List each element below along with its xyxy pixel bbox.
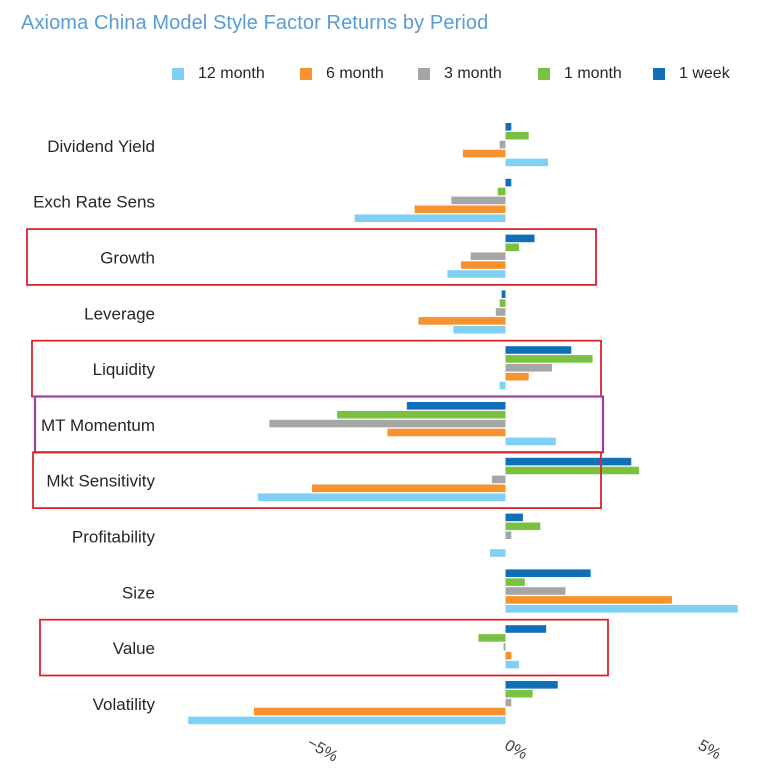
bar-profitability-12-month — [490, 549, 506, 557]
bar-leverage-1-week — [501, 290, 506, 298]
bar-mkt-sensitivity-1-week — [505, 457, 632, 466]
legend-label: 6 month — [326, 65, 384, 82]
bar-volatility-6-month — [253, 707, 506, 716]
bar-value-6-month — [505, 651, 512, 660]
category-label-profitability: Profitability — [72, 528, 156, 547]
legend-swatch — [300, 68, 312, 80]
bar-growth-3-month — [470, 252, 506, 260]
bar-dividend-yield-1-week — [505, 123, 512, 131]
legend-swatch — [653, 68, 665, 80]
x-tick-label: −5% — [304, 735, 341, 766]
x-tick-label: 5% — [695, 737, 724, 763]
highlight-box-mkt-sensitivity — [32, 451, 602, 509]
category-label-exch-rate-sens: Exch Rate Sens — [33, 193, 155, 212]
legend-label: 1 week — [679, 65, 730, 82]
bar-size-3-month — [505, 587, 566, 595]
bar-size-6-month — [505, 596, 672, 604]
bar-growth-1-month — [505, 243, 520, 252]
bar-mt-momentum-3-month — [269, 419, 506, 428]
highlight-box-growth — [26, 228, 597, 286]
chart-legend: 12 month 6 month 3 month 1 month 1 week — [0, 62, 783, 86]
bar-liquidity-1-month — [505, 355, 593, 363]
legend-item-12-month: 12 month — [172, 62, 265, 86]
chart-title: Axioma China Model Style Factor Returns … — [21, 12, 489, 34]
bar-value-12-month — [505, 660, 520, 669]
bar-exch-rate-sens-1-month — [497, 187, 506, 196]
bar-growth-6-month — [460, 261, 506, 269]
category-label-mkt-sensitivity: Mkt Sensitivity — [46, 472, 155, 491]
bar-value-1-week — [505, 625, 547, 633]
legend-swatch — [418, 68, 430, 80]
bar-liquidity-3-month — [505, 364, 552, 372]
bar-exch-rate-sens-1-week — [505, 178, 512, 187]
bar-liquidity-12-month — [499, 381, 506, 390]
legend-label: 12 month — [198, 65, 265, 82]
bar-dividend-yield-3-month — [499, 140, 506, 149]
category-label-dividend-yield: Dividend Yield — [47, 137, 155, 156]
bar-leverage-6-month — [418, 317, 506, 325]
bar-mkt-sensitivity-3-month — [491, 475, 506, 484]
bar-mt-momentum-12-month — [505, 437, 556, 446]
legend-item-6-month: 6 month — [300, 62, 384, 86]
category-label-growth: Growth — [100, 249, 155, 268]
bar-volatility-1-week — [505, 681, 558, 689]
category-label-leverage: Leverage — [84, 304, 155, 323]
bar-volatility-1-month — [505, 689, 533, 698]
legend-item-3-month: 3 month — [418, 62, 502, 86]
legend-swatch — [538, 68, 550, 80]
bar-mt-momentum-1-week — [406, 402, 506, 410]
bar-volatility-12-month — [188, 716, 506, 725]
x-tick-label: 0% — [501, 737, 530, 763]
bar-mkt-sensitivity-12-month — [257, 493, 506, 501]
bar-mt-momentum-6-month — [387, 428, 506, 437]
bar-leverage-3-month — [495, 308, 506, 316]
category-label-liquidity: Liquidity — [93, 360, 156, 379]
bar-profitability-3-month — [505, 531, 512, 539]
bar-size-1-month — [505, 578, 525, 586]
bar-exch-rate-sens-3-month — [451, 196, 506, 205]
bar-value-1-month — [478, 634, 506, 642]
bar-liquidity-6-month — [505, 372, 529, 381]
category-label-mt-momentum: MT Momentum — [41, 416, 155, 435]
bar-exch-rate-sens-6-month — [414, 205, 506, 214]
legend-item-1-week: 1 week — [653, 62, 730, 86]
bar-size-12-month — [505, 605, 738, 613]
bar-liquidity-1-week — [505, 346, 572, 354]
legend-item-1-month: 1 month — [538, 62, 622, 86]
bar-leverage-1-month — [499, 299, 506, 307]
highlight-box-value — [39, 618, 609, 677]
bar-dividend-yield-6-month — [462, 149, 506, 158]
legend-label: 3 month — [444, 65, 502, 82]
category-label-volatility: Volatility — [93, 695, 156, 714]
bar-growth-12-month — [447, 270, 506, 278]
bar-profitability-1-month — [505, 522, 541, 531]
bar-exch-rate-sens-12-month — [354, 214, 506, 222]
legend-label: 1 month — [564, 65, 622, 82]
bar-dividend-yield-12-month — [505, 158, 549, 167]
bar-dividend-yield-1-month — [505, 131, 529, 140]
bar-mt-momentum-1-month — [337, 410, 506, 419]
category-label-size: Size — [122, 583, 155, 602]
bar-leverage-12-month — [453, 326, 506, 334]
bar-mkt-sensitivity-1-month — [505, 466, 640, 475]
bar-mkt-sensitivity-6-month — [312, 484, 506, 493]
category-label-value: Value — [113, 639, 155, 658]
bar-size-1-week — [505, 569, 591, 577]
bar-value-3-month — [503, 643, 506, 651]
legend-swatch — [172, 68, 184, 80]
bar-profitability-1-week — [505, 513, 523, 522]
bar-growth-1-week — [505, 234, 535, 243]
bar-volatility-3-month — [505, 698, 512, 707]
